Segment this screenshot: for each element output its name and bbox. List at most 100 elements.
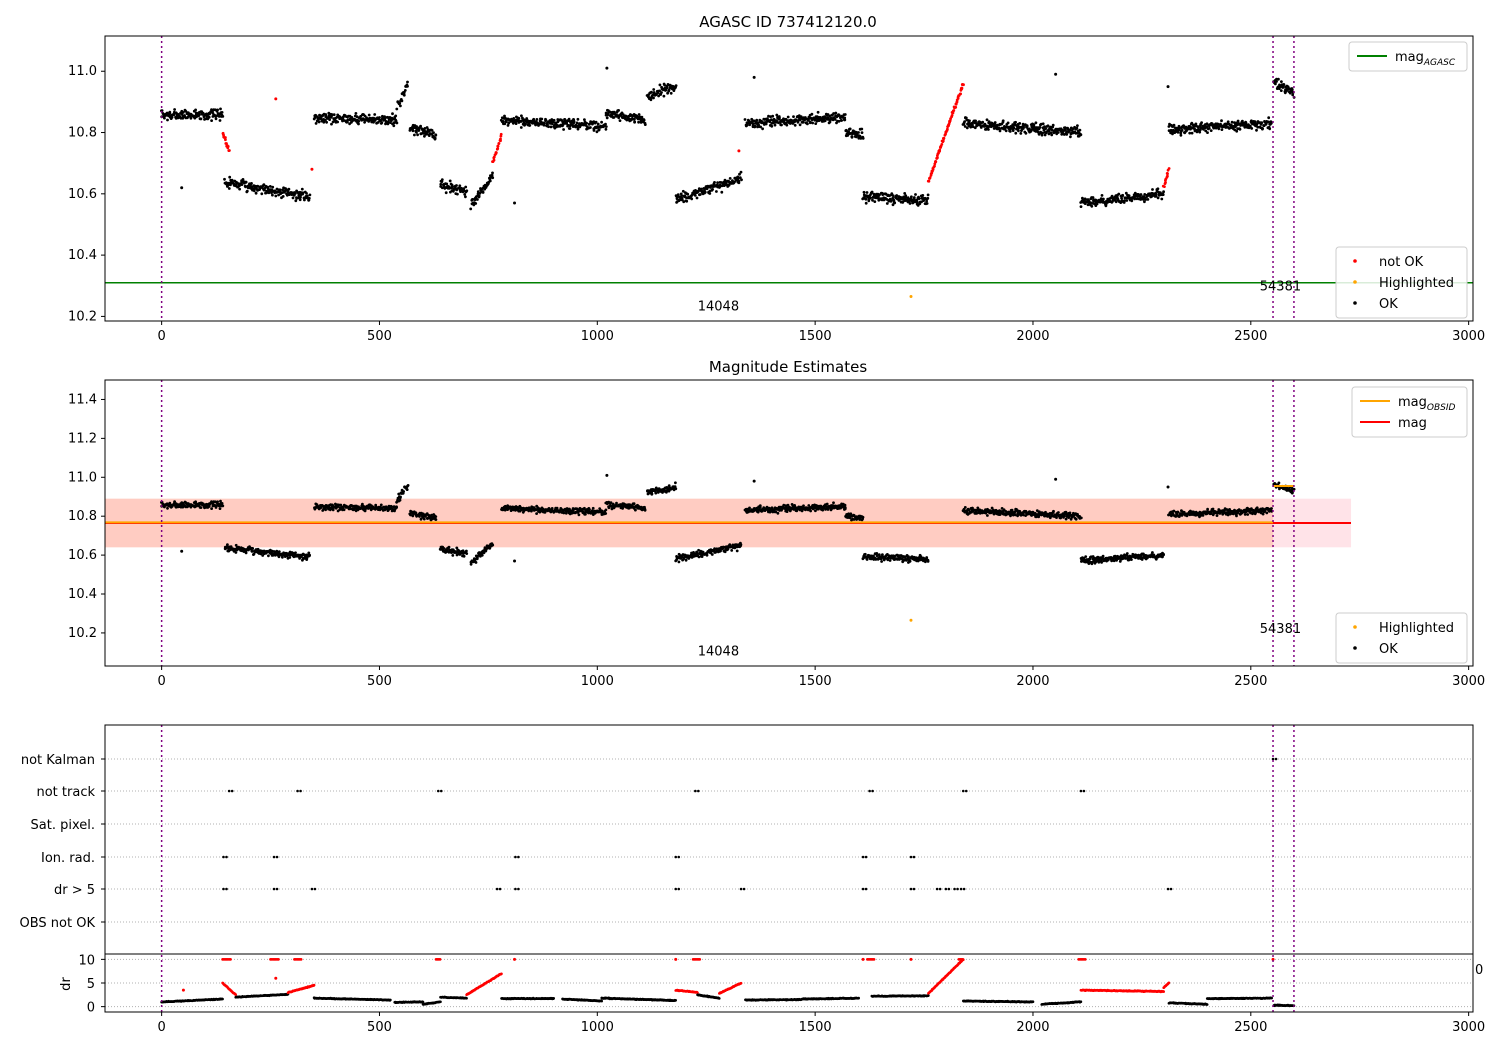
data-point xyxy=(1018,122,1022,125)
data-point xyxy=(550,507,554,510)
data-point xyxy=(400,99,404,103)
y-tick-label: 10.8 xyxy=(68,126,97,141)
data-point xyxy=(663,83,666,87)
data-point xyxy=(969,125,973,129)
data-point xyxy=(1047,132,1051,136)
data-point xyxy=(474,561,478,564)
data-point xyxy=(576,117,580,121)
data-point xyxy=(1008,130,1012,133)
data-point xyxy=(983,122,987,126)
data-point xyxy=(926,560,930,563)
data-point xyxy=(1046,124,1050,128)
data-point xyxy=(207,115,211,119)
data-point xyxy=(907,555,910,559)
data-point xyxy=(857,131,860,134)
data-point xyxy=(942,136,946,140)
data-point xyxy=(767,114,770,118)
data-point xyxy=(594,120,598,124)
data-point xyxy=(1261,127,1264,130)
data-point xyxy=(1090,204,1094,208)
data-point xyxy=(681,189,685,193)
data-point xyxy=(840,119,843,122)
data-point xyxy=(1019,132,1023,135)
data-point xyxy=(165,111,169,115)
data-point xyxy=(708,192,712,195)
data-point xyxy=(1235,514,1238,518)
data-point xyxy=(271,193,274,197)
agasc-panel-title: AGASC ID 737412120.0 xyxy=(699,13,877,31)
data-point xyxy=(439,182,443,186)
data-point xyxy=(1121,194,1124,198)
data-point xyxy=(776,511,780,515)
data-point xyxy=(519,126,523,129)
data-point xyxy=(215,114,219,118)
data-point xyxy=(250,182,253,185)
data-point xyxy=(163,116,166,120)
data-point xyxy=(658,89,661,93)
data-point xyxy=(1220,119,1223,123)
data-point xyxy=(1001,119,1005,123)
data-point xyxy=(342,508,346,512)
data-point xyxy=(768,510,772,514)
data-point xyxy=(524,122,527,126)
data-point xyxy=(1235,129,1239,133)
data-point xyxy=(790,119,793,122)
data-point xyxy=(1025,124,1029,128)
data-point xyxy=(324,508,327,512)
data-point xyxy=(1100,194,1104,197)
data-point xyxy=(308,193,312,197)
data-point xyxy=(1282,83,1286,86)
data-point xyxy=(850,135,854,139)
data-point xyxy=(864,197,868,201)
data-point xyxy=(383,117,387,121)
data-point xyxy=(394,114,398,118)
data-point xyxy=(1057,511,1060,514)
data-point xyxy=(317,120,321,124)
data-point xyxy=(915,200,919,204)
data-point xyxy=(758,505,762,509)
data-point xyxy=(367,113,371,117)
data-point xyxy=(1291,93,1295,97)
data-point xyxy=(637,113,641,116)
data-point xyxy=(934,160,937,163)
data-point xyxy=(828,120,832,124)
data-point xyxy=(330,122,333,126)
data-point xyxy=(864,201,868,205)
data-point xyxy=(406,80,409,84)
data-point xyxy=(324,114,328,118)
data-point xyxy=(543,121,546,125)
data-point xyxy=(657,94,660,98)
data-point xyxy=(1250,126,1254,130)
y-tick-label: 10.6 xyxy=(68,187,97,202)
data-point xyxy=(810,112,814,116)
data-point xyxy=(405,488,409,491)
data-point xyxy=(798,123,802,127)
data-point xyxy=(770,124,774,128)
data-point xyxy=(753,125,757,129)
data-point xyxy=(528,124,532,127)
data-point xyxy=(195,115,198,119)
data-point xyxy=(399,495,402,499)
data-point xyxy=(577,513,581,517)
data-point xyxy=(305,195,309,199)
data-point xyxy=(597,128,601,132)
data-point xyxy=(986,514,989,517)
data-point xyxy=(422,517,426,521)
data-point xyxy=(288,556,292,559)
data-point xyxy=(549,125,553,129)
data-point xyxy=(908,202,912,205)
data-point xyxy=(210,507,214,510)
data-point xyxy=(806,122,809,126)
data-point xyxy=(1167,125,1171,128)
data-point xyxy=(711,188,714,191)
data-point xyxy=(605,66,609,70)
data-point xyxy=(535,118,539,121)
data-point xyxy=(786,115,790,119)
data-point xyxy=(423,134,426,138)
data-point xyxy=(499,137,502,141)
x-tick-label: 500 xyxy=(367,329,392,344)
data-point xyxy=(465,549,468,553)
data-point xyxy=(1281,85,1285,89)
data-point xyxy=(985,118,989,122)
data-point xyxy=(497,142,501,145)
